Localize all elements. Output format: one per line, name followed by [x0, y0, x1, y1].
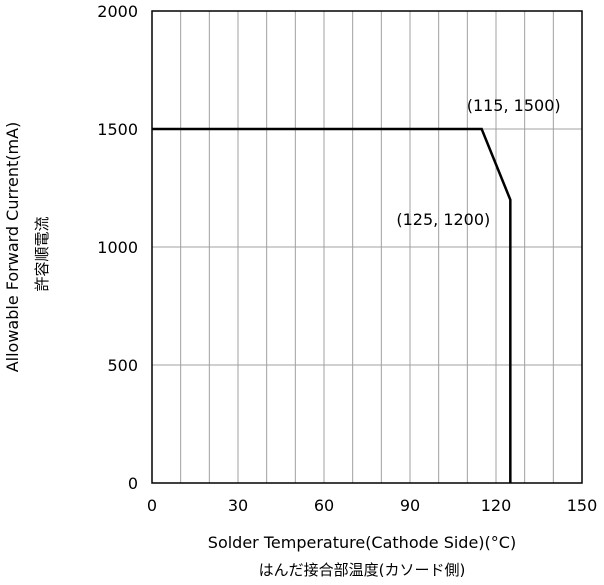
y-tick-label: 0 — [128, 474, 138, 493]
annotation-label: (115, 1500) — [467, 96, 561, 115]
x-axis: 0 30 60 90 120 150 — [147, 496, 597, 515]
plot-frame — [151, 10, 583, 484]
grid — [152, 11, 582, 483]
x-axis-title: Solder Temperature(Cathode Side)(°C) — [208, 533, 516, 552]
y-axis-title: Allowable Forward Current(mA) — [3, 122, 22, 373]
x-tick-label: 120 — [481, 496, 512, 515]
x-tick-label: 60 — [314, 496, 334, 515]
x-tick-label: 0 — [147, 496, 157, 515]
y-tick-label: 2000 — [97, 2, 138, 21]
x-tick-label: 30 — [228, 496, 248, 515]
series-line — [152, 127, 512, 483]
annotation-label: (125, 1200) — [396, 210, 490, 229]
x-tick-label: 90 — [400, 496, 420, 515]
series — [152, 127, 512, 483]
y-axis: 0 500 1000 1500 2000 — [97, 2, 138, 493]
y-axis-subtitle: 許容順電流 — [33, 216, 51, 291]
y-tick-label: 1500 — [97, 120, 138, 139]
x-axis-subtitle: はんだ接合部温度(カソード側) — [259, 561, 466, 579]
x-tick-label: 150 — [567, 496, 598, 515]
y-tick-label: 1000 — [97, 238, 138, 257]
y-tick-label: 500 — [107, 356, 138, 375]
annotations: (115, 1500) (125, 1200) — [396, 96, 560, 229]
